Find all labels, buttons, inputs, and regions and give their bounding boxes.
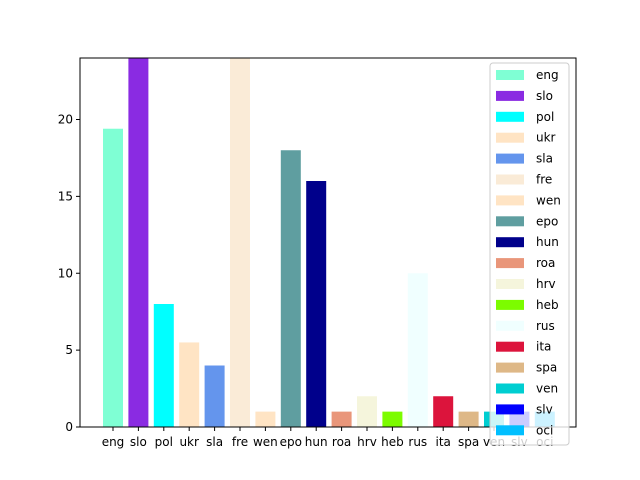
legend-label-epo: epo [536, 214, 558, 228]
legend-swatch-pol [496, 111, 524, 122]
legend-swatch-ukr [496, 132, 524, 143]
legend-label-slv: slv [536, 402, 553, 416]
legend-label-hun: hun [536, 235, 559, 249]
legend-label-heb: heb [536, 298, 559, 312]
legend-swatch-rus [496, 320, 524, 331]
bar-hun [306, 181, 327, 427]
legend-label-ita: ita [536, 340, 551, 354]
legend-swatch-ita [496, 341, 524, 352]
y-tick-label: 0 [65, 420, 73, 434]
bar-pol [153, 304, 174, 427]
bar-ita [433, 396, 454, 427]
bars-group [103, 58, 555, 427]
bar-epo [280, 150, 301, 427]
x-tick-label-hrv: hrv [357, 435, 377, 449]
bar-slo [128, 58, 149, 427]
legend-swatch-hrv [496, 279, 524, 289]
legend-label-ven: ven [536, 382, 558, 396]
y-tick-label: 15 [58, 189, 73, 203]
bar-wen [255, 411, 276, 427]
y-tick-label: 10 [58, 266, 73, 280]
x-tick-label-rus: rus [408, 435, 427, 449]
legend-label-rus: rus [536, 319, 555, 333]
bar-eng [103, 128, 123, 427]
legend-label-roa: roa [536, 256, 555, 270]
legend-swatch-oci [496, 425, 524, 436]
legend: eng slo pol ukr sla fre wen epo hun roa hrv heb rus i… [489, 62, 570, 446]
legend-label-oci: oci [536, 423, 553, 437]
x-tick-label-wen: wen [253, 435, 278, 449]
legend-swatch-fre [496, 174, 524, 185]
legend-label-hrv: hrv [536, 277, 556, 291]
bar-sla [204, 365, 225, 427]
x-tick-label-sla: sla [206, 435, 223, 449]
legend-swatch-spa [496, 362, 524, 373]
legend-label-fre: fre [536, 173, 552, 187]
bar-heb [382, 411, 403, 427]
legend-swatch-heb [496, 299, 524, 310]
y-tick-label: 20 [58, 113, 73, 127]
x-tick-label-pol: pol [155, 435, 173, 449]
legend-label-ukr: ukr [536, 131, 556, 145]
legend-swatch-ven [496, 383, 524, 394]
y-axis: 0 5 10 15 20 [58, 113, 80, 434]
legend-swatch-slo [496, 90, 524, 101]
legend-swatch-eng [496, 70, 524, 80]
x-tick-label-epo: epo [280, 435, 302, 449]
bar-hrv [357, 396, 377, 427]
x-tick-label-ita: ita [435, 435, 450, 449]
bar-fre [230, 58, 250, 427]
bar-ukr [179, 342, 200, 427]
plot-frame [79, 57, 577, 428]
legend-label-sla: sla [536, 152, 553, 166]
legend-swatch-hun [496, 237, 524, 248]
legend-swatch-roa [496, 258, 524, 269]
legend-swatch-epo [496, 216, 524, 227]
x-tick-label-eng: eng [102, 435, 125, 449]
x-tick-label-roa: roa [332, 435, 351, 449]
legend-label-eng: eng [536, 68, 559, 82]
x-tick-label-heb: heb [381, 435, 404, 449]
legend-label-pol: pol [536, 110, 554, 124]
legend-label-wen: wen [536, 193, 561, 207]
bar-rus [407, 273, 428, 427]
x-tick-label-hun: hun [305, 435, 328, 449]
x-axis: eng slo pol ukr sla fre wen epo hun roa hrv heb rus i… [102, 427, 553, 449]
legend-label-spa: spa [536, 361, 557, 375]
bar-roa [331, 411, 352, 427]
legend-swatch-wen [496, 195, 524, 206]
x-tick-label-slo: slo [130, 435, 147, 449]
legend-label-slo: slo [536, 89, 553, 103]
x-tick-label-fre: fre [232, 435, 248, 449]
bar-spa [458, 411, 479, 427]
x-tick-label-ukr: ukr [179, 435, 199, 449]
y-tick-label: 5 [65, 343, 73, 357]
x-tick-label-spa: spa [458, 435, 479, 449]
legend-swatch-sla [496, 153, 524, 164]
legend-swatch-slv [496, 404, 524, 415]
